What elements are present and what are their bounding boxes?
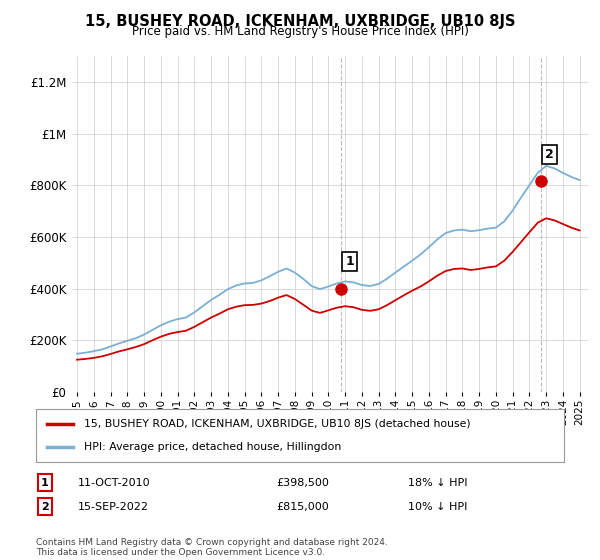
Text: 1: 1 [346,255,354,268]
Text: 15, BUSHEY ROAD, ICKENHAM, UXBRIDGE, UB10 8JS: 15, BUSHEY ROAD, ICKENHAM, UXBRIDGE, UB1… [85,14,515,29]
Text: 10% ↓ HPI: 10% ↓ HPI [408,502,467,512]
Text: £815,000: £815,000 [276,502,329,512]
Text: 2: 2 [41,502,49,512]
Text: Price paid vs. HM Land Registry's House Price Index (HPI): Price paid vs. HM Land Registry's House … [131,25,469,38]
Text: 1: 1 [41,478,49,488]
Text: 15, BUSHEY ROAD, ICKENHAM, UXBRIDGE, UB10 8JS (detached house): 15, BUSHEY ROAD, ICKENHAM, UXBRIDGE, UB1… [83,419,470,429]
Text: 11-OCT-2010: 11-OCT-2010 [78,478,151,488]
Text: 15-SEP-2022: 15-SEP-2022 [78,502,149,512]
Text: HPI: Average price, detached house, Hillingdon: HPI: Average price, detached house, Hill… [83,442,341,452]
Text: £398,500: £398,500 [276,478,329,488]
Text: 18% ↓ HPI: 18% ↓ HPI [408,478,467,488]
Text: Contains HM Land Registry data © Crown copyright and database right 2024.
This d: Contains HM Land Registry data © Crown c… [36,538,388,557]
Text: 2: 2 [545,148,554,161]
